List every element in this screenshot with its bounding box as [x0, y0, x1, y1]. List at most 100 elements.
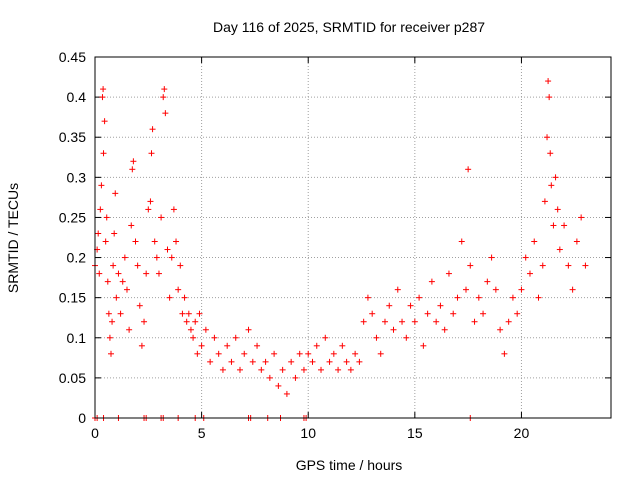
data-point	[192, 318, 199, 325]
data-point	[266, 374, 273, 381]
data-point	[463, 286, 470, 293]
x-tick-label: 5	[198, 425, 206, 441]
data-point	[322, 334, 329, 341]
data-point	[394, 286, 401, 293]
data-point	[104, 278, 111, 285]
data-point	[224, 342, 231, 349]
data-point	[546, 94, 553, 101]
y-tick-label: 0.3	[67, 169, 87, 185]
data-point	[162, 110, 169, 117]
data-point	[544, 134, 551, 141]
data-point	[531, 238, 538, 245]
data-point	[428, 278, 435, 285]
data-point	[335, 366, 342, 373]
data-point	[173, 238, 180, 245]
y-tick-label: 0.05	[59, 370, 86, 386]
data-point	[98, 182, 105, 189]
data-point	[373, 334, 380, 341]
data-point	[545, 78, 552, 85]
data-point	[526, 270, 533, 277]
y-tick-label: 0.1	[67, 330, 87, 346]
data-point	[416, 294, 423, 301]
data-point	[228, 358, 235, 365]
data-point	[198, 342, 205, 349]
data-point	[484, 278, 491, 285]
data-point	[129, 166, 136, 173]
data-point	[369, 310, 376, 317]
data-point	[219, 366, 226, 373]
data-point	[121, 254, 128, 261]
data-point	[107, 350, 114, 357]
data-point	[115, 270, 122, 277]
x-tick-label: 20	[514, 425, 530, 441]
data-point	[424, 310, 431, 317]
data-point	[164, 246, 171, 253]
data-point	[194, 350, 201, 357]
data-point	[254, 342, 261, 349]
data-point	[148, 150, 155, 157]
data-point	[190, 334, 197, 341]
plot-frame	[94, 56, 612, 419]
data-point	[110, 262, 117, 269]
data-point	[275, 382, 282, 389]
data-point	[573, 238, 580, 245]
data-point	[407, 302, 414, 309]
x-tick-label: 10	[300, 425, 316, 441]
data-point	[509, 294, 516, 301]
data-point	[480, 310, 487, 317]
data-point	[330, 350, 337, 357]
data-point	[437, 302, 444, 309]
data-point	[245, 326, 252, 333]
data-point	[211, 334, 218, 341]
data-point	[106, 334, 113, 341]
data-point	[505, 318, 512, 325]
data-point	[99, 94, 106, 101]
data-point	[420, 342, 427, 349]
data-point	[347, 366, 354, 373]
data-point	[132, 238, 139, 245]
data-point	[183, 318, 190, 325]
data-point	[168, 254, 175, 261]
data-point	[518, 286, 525, 293]
data-point	[471, 318, 478, 325]
data-point	[232, 334, 239, 341]
data-point	[467, 262, 474, 269]
data-point	[288, 358, 295, 365]
data-point	[292, 374, 299, 381]
data-point	[318, 366, 325, 373]
data-point	[96, 270, 103, 277]
data-point	[187, 326, 194, 333]
data-point	[356, 358, 363, 365]
data-point	[147, 198, 154, 205]
data-point	[111, 230, 118, 237]
data-point	[158, 214, 165, 221]
y-tick-label: 0.2	[67, 250, 87, 266]
data-point	[339, 342, 346, 349]
y-axis-label: SRMTID / TECUs	[5, 183, 21, 293]
y-tick-label: 0.15	[59, 290, 86, 306]
data-point	[161, 86, 168, 93]
data-point	[100, 86, 107, 93]
axes: 0 0.05 0.1 0.15 0.2 0.25 0.3 0.35 0.4 0.45 0 5 10 15 2…	[59, 49, 611, 441]
data-point	[236, 366, 243, 373]
data-point	[215, 350, 222, 357]
data-point	[170, 206, 177, 213]
data-point	[141, 318, 148, 325]
data-point	[305, 350, 312, 357]
data-point	[514, 310, 521, 317]
data-point	[241, 350, 248, 357]
data-point	[155, 270, 162, 277]
data-point	[153, 254, 160, 261]
data-point	[541, 198, 548, 205]
data-point	[411, 318, 418, 325]
data-point	[386, 302, 393, 309]
data-point	[123, 286, 130, 293]
data-point	[450, 310, 457, 317]
data-point	[547, 150, 554, 157]
data-point	[177, 262, 184, 269]
data-point	[552, 174, 559, 181]
data-point	[360, 318, 367, 325]
data-point	[185, 310, 192, 317]
data-point	[160, 94, 167, 101]
